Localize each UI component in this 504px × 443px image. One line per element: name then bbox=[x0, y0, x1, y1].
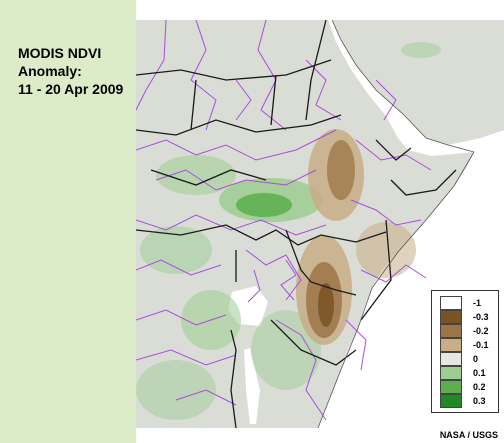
positive-anomaly-areas bbox=[136, 42, 441, 420]
credit-text: NASA / USGS bbox=[439, 430, 498, 440]
title-panel: MODIS NDVI Anomaly: 11 - 20 Apr 2009 bbox=[0, 0, 136, 443]
map-title: MODIS NDVI Anomaly: 11 - 20 Apr 2009 bbox=[18, 44, 136, 98]
legend-swatch bbox=[440, 338, 462, 352]
legend-label: -0.1 bbox=[473, 340, 489, 350]
legend-swatch bbox=[440, 366, 462, 380]
legend-label: -0.2 bbox=[473, 326, 489, 336]
legend-swatch bbox=[440, 324, 462, 338]
title-line-3: 11 - 20 Apr 2009 bbox=[18, 81, 124, 97]
legend-swatch bbox=[440, 296, 462, 310]
land-arabia bbox=[332, 20, 504, 145]
map-canvas bbox=[136, 20, 504, 428]
title-line-1: MODIS NDVI bbox=[18, 45, 102, 61]
negative-anomaly-areas bbox=[296, 129, 416, 345]
legend-swatch bbox=[440, 310, 462, 324]
legend-label: 0.3 bbox=[473, 396, 486, 406]
coastline-red-sea bbox=[331, 20, 475, 153]
ndvi-legend: -1 -0.3 -0.2 -0.1 0 0.1 0.2 0.3 bbox=[431, 290, 499, 413]
legend-swatch bbox=[440, 352, 462, 366]
legend-label: 0 bbox=[473, 354, 479, 364]
legend-swatch bbox=[440, 380, 462, 394]
legend-label: 0.1 bbox=[473, 368, 486, 378]
country-boundaries bbox=[136, 20, 457, 428]
ndvi-anomaly-map bbox=[136, 20, 504, 428]
legend-swatch bbox=[440, 394, 462, 408]
legend-label: -1 bbox=[473, 298, 482, 308]
coastline-indian-ocean bbox=[317, 151, 475, 428]
lake-tanganyika bbox=[244, 348, 260, 424]
admin-boundaries bbox=[136, 20, 432, 421]
title-line-2: Anomaly: bbox=[18, 63, 82, 79]
legend-label: -0.3 bbox=[473, 312, 489, 322]
legend-label: 0.2 bbox=[473, 382, 486, 392]
